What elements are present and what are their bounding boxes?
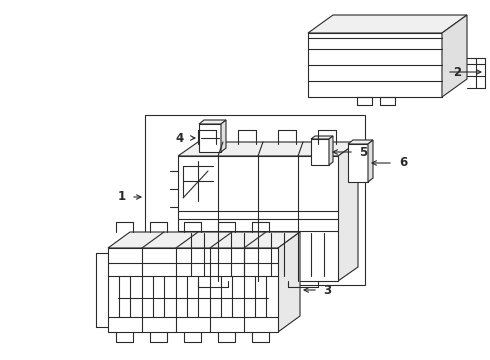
Polygon shape [368, 140, 373, 182]
Polygon shape [221, 120, 226, 152]
Polygon shape [178, 142, 358, 156]
Text: 3: 3 [323, 284, 331, 297]
Bar [145, 115, 365, 285]
Polygon shape [278, 232, 300, 332]
Polygon shape [338, 142, 358, 281]
Text: 5: 5 [359, 145, 367, 158]
Polygon shape [108, 248, 278, 332]
Text: 1: 1 [118, 190, 126, 203]
Polygon shape [178, 156, 338, 281]
Polygon shape [199, 120, 226, 124]
Polygon shape [308, 33, 442, 97]
Text: 4: 4 [176, 131, 184, 144]
Polygon shape [442, 15, 467, 97]
Bar [311, 139, 329, 165]
Bar [199, 124, 221, 152]
Polygon shape [311, 136, 333, 139]
Text: 6: 6 [399, 157, 407, 170]
Bar [348, 144, 368, 182]
Polygon shape [308, 15, 467, 33]
Polygon shape [108, 232, 300, 248]
Text: 2: 2 [453, 66, 461, 78]
Polygon shape [348, 140, 373, 144]
Polygon shape [329, 136, 333, 165]
